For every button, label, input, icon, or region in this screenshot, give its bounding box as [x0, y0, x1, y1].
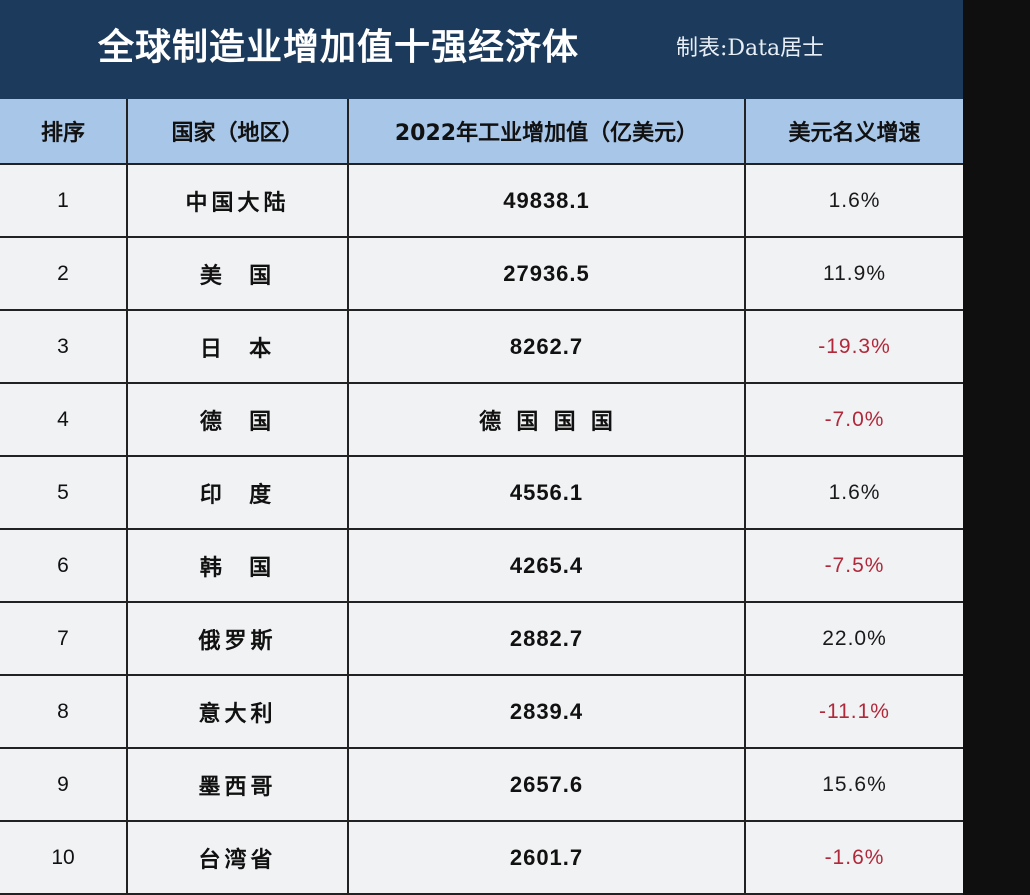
- title-bar: 全球制造业增加值十强经济体 制表:Data居士: [0, 0, 963, 99]
- country-cell: 台湾省: [126, 820, 349, 895]
- country-cell: 印 度: [126, 455, 349, 530]
- header-value: 2022年工业增加值（亿美元）: [347, 99, 746, 165]
- value-cell: 2657.6: [347, 747, 746, 822]
- rank-cell: 3: [0, 309, 128, 384]
- growth-cell: -1.6%: [744, 820, 963, 895]
- rank-cell: 7: [0, 601, 128, 676]
- growth-cell: -11.1%: [744, 674, 963, 749]
- table-row: 4 德 国 德 国 国 国 -7.0%: [0, 382, 963, 457]
- growth-cell: -7.0%: [744, 382, 963, 457]
- value-cell: 德 国 国 国: [347, 382, 746, 457]
- rank-cell: 2: [0, 236, 128, 311]
- growth-cell: 15.6%: [744, 747, 963, 822]
- country-cell: 意大利: [126, 674, 349, 749]
- value-cell: 49838.1: [347, 163, 746, 238]
- value-cell: 4265.4: [347, 528, 746, 603]
- ranking-table: 排序 国家（地区） 2022年工业增加值（亿美元） 美元名义增速 1 中国大陆 …: [0, 99, 963, 895]
- table-row: 9 墨西哥 2657.6 15.6%: [0, 747, 963, 822]
- rank-cell: 5: [0, 455, 128, 530]
- rank-cell: 1: [0, 163, 128, 238]
- table-row: 10 台湾省 2601.7 -1.6%: [0, 820, 963, 895]
- credit-label: 制表:Data居士: [676, 36, 825, 61]
- table-row: 2 美 国 27936.5 11.9%: [0, 236, 963, 311]
- country-cell: 日 本: [126, 309, 349, 384]
- growth-cell: 11.9%: [744, 236, 963, 311]
- country-cell: 德 国: [126, 382, 349, 457]
- country-cell: 美 国: [126, 236, 349, 311]
- table-row: 5 印 度 4556.1 1.6%: [0, 455, 963, 530]
- country-cell: 墨西哥: [126, 747, 349, 822]
- value-cell: 2882.7: [347, 601, 746, 676]
- table-row: 3 日 本 8262.7 -19.3%: [0, 309, 963, 384]
- header-growth: 美元名义增速: [744, 99, 963, 165]
- growth-cell: -7.5%: [744, 528, 963, 603]
- country-cell: 俄罗斯: [126, 601, 349, 676]
- table-row: 7 俄罗斯 2882.7 22.0%: [0, 601, 963, 676]
- rank-cell: 10: [0, 820, 128, 895]
- growth-cell: 1.6%: [744, 163, 963, 238]
- value-cell: 4556.1: [347, 455, 746, 530]
- value-cell: 2601.7: [347, 820, 746, 895]
- header-rank: 排序: [0, 99, 128, 165]
- rank-cell: 6: [0, 528, 128, 603]
- table-row: 8 意大利 2839.4 -11.1%: [0, 674, 963, 749]
- page-title: 全球制造业增加值十强经济体: [98, 26, 580, 68]
- growth-cell: 22.0%: [744, 601, 963, 676]
- header-country: 国家（地区）: [126, 99, 349, 165]
- rank-cell: 9: [0, 747, 128, 822]
- country-cell: 韩 国: [126, 528, 349, 603]
- country-cell: 中国大陆: [126, 163, 349, 238]
- value-cell: 2839.4: [347, 674, 746, 749]
- growth-cell: 1.6%: [744, 455, 963, 530]
- rank-cell: 4: [0, 382, 128, 457]
- header-row: 排序 国家（地区） 2022年工业增加值（亿美元） 美元名义增速: [0, 99, 963, 165]
- table-sheet: 全球制造业增加值十强经济体 制表:Data居士 排序 国家（地区） 2022年工…: [0, 0, 963, 895]
- rank-cell: 8: [0, 674, 128, 749]
- growth-cell: -19.3%: [744, 309, 963, 384]
- value-cell: 27936.5: [347, 236, 746, 311]
- value-cell: 8262.7: [347, 309, 746, 384]
- table-row: 6 韩 国 4265.4 -7.5%: [0, 528, 963, 603]
- table-row: 1 中国大陆 49838.1 1.6%: [0, 163, 963, 238]
